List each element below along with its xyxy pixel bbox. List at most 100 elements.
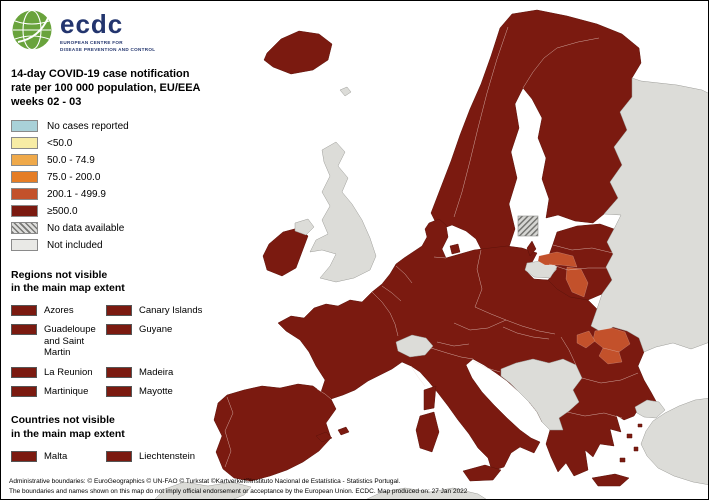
- map-region-gotland: [526, 240, 537, 257]
- map-region-balearics-2: [337, 426, 350, 436]
- border-fr-de: [371, 291, 399, 337]
- legend-item-200-499: 200.1 - 499.9: [11, 188, 221, 201]
- region-item-guyane: Guyane: [106, 324, 221, 358]
- map-region-switzerland: [395, 334, 434, 358]
- border-no-fi: [556, 37, 600, 49]
- region-item-azores: Azores: [11, 304, 106, 316]
- regions-section-title-line1: Regions not visible: [11, 268, 108, 281]
- legend-label: 50.0 - 74.9: [47, 154, 95, 166]
- border-no-se: [453, 26, 509, 218]
- legend-swatch-lt50: [11, 137, 38, 150]
- legend-swatch-not-included: [11, 239, 38, 252]
- legend-item-not-included: Not included: [11, 239, 221, 252]
- legend-swatch-no-cases: [11, 120, 38, 133]
- region-item-canary-islands: Canary Islands: [106, 304, 221, 316]
- map-region-romania-county-1: [592, 327, 631, 353]
- ecdc-wordmark: ecdc: [60, 9, 124, 39]
- map-title-line1: 14-day COVID-19 case notification: [11, 67, 190, 80]
- region-label: Canary Islands: [139, 304, 203, 316]
- region-item-madeira: Madeira: [106, 366, 221, 378]
- regions-section-title: Regions not visible in the main map exte…: [11, 269, 221, 296]
- border-si-hr: [472, 360, 501, 373]
- map-region-iceland: [263, 30, 333, 75]
- countries-not-visible-grid: Malta Liechtenstein: [11, 450, 221, 462]
- regions-not-visible-grid: Azores Canary Islands Guadeloupe and Sai…: [11, 304, 221, 397]
- region-label: Azores: [44, 304, 74, 316]
- map-region-aegean-island-1: [626, 433, 633, 439]
- border-ro-bg: [581, 372, 639, 384]
- not-included-region-group: [154, 77, 708, 499]
- ecdc-tagline: EUROPEAN CENTRE FOR DISEASE PREVENTION A…: [60, 40, 155, 54]
- border-benelux: [381, 265, 413, 302]
- border-ee-lv: [552, 244, 614, 254]
- map-region-north-africa-west: [154, 481, 252, 499]
- info-panel: ecdc EUROPEAN CENTRE FOR DISEASE PREVENT…: [11, 9, 221, 462]
- footer-line1: Administrative boundaries: © EuroGeograp…: [9, 478, 401, 486]
- legend-label: <50.0: [47, 137, 73, 149]
- region-label: Madeira: [139, 366, 174, 378]
- region-label: Guadeloupe and Saint Martin: [44, 324, 96, 359]
- ecdc-tagline-line2: DISEASE PREVENTION AND CONTROL: [60, 46, 156, 52]
- region-swatch: [11, 366, 37, 378]
- countries-section-title-line1: Countries not visible: [11, 414, 115, 427]
- map-region-aegean-island-3: [619, 457, 626, 463]
- map-region-faroe: [339, 86, 352, 97]
- legend-label: 200.1 - 499.9: [47, 188, 106, 200]
- map-region-ireland: [262, 227, 309, 277]
- legend-label: Not included: [47, 239, 103, 251]
- legend-item-50-74: 50.0 - 74.9: [11, 154, 221, 167]
- map-region-western-balkans: [500, 358, 583, 431]
- legend-swatch-200-499: [11, 188, 38, 201]
- map-region-north-africa-east: [366, 487, 487, 499]
- map-region-european-turkey: [634, 399, 666, 419]
- region-swatch: [106, 304, 132, 316]
- region-label: Martinique: [44, 385, 89, 397]
- country-item-malta: Malta: [11, 450, 106, 462]
- country-label: Liechtenstein: [139, 450, 195, 462]
- map-region-balearics: [315, 431, 333, 443]
- country-label: Malta: [44, 450, 68, 462]
- map-region-northern-ireland: [294, 218, 315, 236]
- region-item-mayotte: Mayotte: [106, 385, 221, 397]
- footer-line2: The boundaries and names shown on this m…: [9, 487, 468, 495]
- border-lv-lt: [548, 263, 607, 271]
- legend-item-no-data: No data available: [11, 222, 221, 235]
- border-de-dk: [433, 256, 447, 259]
- map-region-danish-islands: [449, 243, 461, 255]
- legend-swatch-gte500: [11, 205, 38, 218]
- map-region-sicily: [462, 464, 502, 482]
- country-swatch: [106, 450, 132, 462]
- map-region-romania-county-2: [598, 347, 623, 365]
- legend-label: No cases reported: [47, 120, 129, 132]
- ecdc-globe-icon: [12, 9, 52, 51]
- map-title: 14-day COVID-19 case notification rate p…: [11, 67, 221, 110]
- region-label: Mayotte: [139, 385, 173, 397]
- region-label: La Reunion: [44, 366, 93, 378]
- region-item-guadeloupe: Guadeloupe and Saint Martin: [11, 324, 106, 358]
- ecdc-logo-text: ecdc EUROPEAN CENTRE FOR DISEASE PREVENT…: [60, 9, 155, 54]
- orange-class-region-group: [537, 251, 631, 365]
- border-bg-gr: [566, 411, 623, 419]
- map-title-line2: rate per 100 000 population, EU/EEA: [11, 82, 201, 95]
- legend-swatch-50-74: [11, 154, 38, 167]
- legend-swatch-75-200: [11, 171, 38, 184]
- country-borders: [224, 26, 639, 468]
- map-region-russia-belarus-ukraine: [590, 77, 708, 353]
- map-region-aegean-island-2: [633, 446, 639, 452]
- legend-item-no-cases: No cases reported: [11, 120, 221, 133]
- legend-label: No data available: [47, 222, 125, 234]
- legend-label: 75.0 - 200.0: [47, 171, 101, 183]
- region-item-martinique: Martinique: [11, 385, 106, 397]
- map-region-corsica: [423, 385, 437, 411]
- map-region-united-kingdom: [309, 141, 377, 283]
- map-region-turkey: [640, 398, 708, 485]
- map-region-sardinia: [415, 411, 440, 453]
- border-cz: [453, 306, 507, 331]
- countries-section-title-line2: in the main map extent: [11, 427, 125, 440]
- border-at: [430, 341, 474, 360]
- border-fr-it: [410, 365, 426, 387]
- legend-item-lt50: <50.0: [11, 137, 221, 150]
- region-swatch: [11, 385, 37, 397]
